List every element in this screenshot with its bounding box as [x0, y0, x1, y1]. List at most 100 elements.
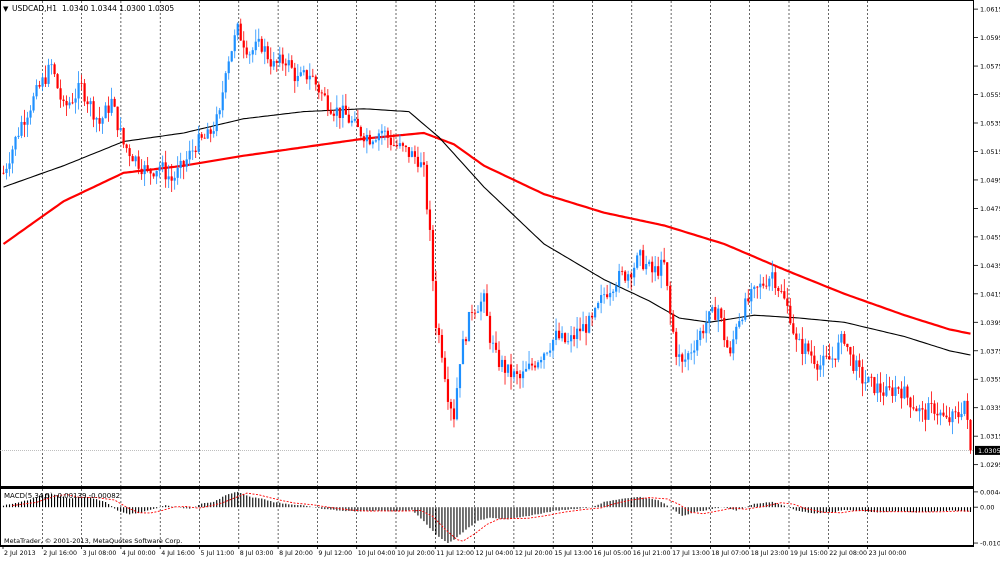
- candle-down: [954, 411, 957, 413]
- candle-up: [633, 267, 636, 278]
- candle-up: [302, 70, 305, 73]
- time-tick-label: 17 Jul 13:00: [672, 550, 710, 557]
- candle-down: [657, 266, 660, 276]
- candle-up: [615, 286, 618, 292]
- candle-up: [221, 92, 224, 111]
- time-tick-label: 19 Jul 15:00: [790, 550, 828, 557]
- price-tick-label: 1.0315: [980, 433, 1000, 441]
- candle-down: [777, 287, 780, 291]
- candle-down: [666, 262, 669, 286]
- candle-down: [80, 82, 83, 84]
- candle-down: [344, 105, 347, 115]
- time-tick-label: 5 Jul 11:00: [201, 550, 235, 557]
- candle-up: [551, 339, 555, 351]
- candle-up: [119, 128, 122, 131]
- candle-up: [191, 150, 194, 152]
- candle-down: [170, 176, 173, 181]
- candle-down: [62, 99, 65, 101]
- candle-down: [813, 355, 816, 365]
- candle-up: [575, 328, 579, 340]
- candle-up: [618, 270, 621, 287]
- candle-down: [329, 110, 332, 114]
- candle-up: [678, 354, 681, 357]
- candle-down: [891, 387, 894, 396]
- price-tick-label: 1.0415: [980, 290, 1000, 298]
- candle-down: [470, 311, 474, 313]
- candle-up: [542, 353, 546, 361]
- time-tick-label: 9 Jul 12:00: [318, 550, 352, 557]
- candle-down: [44, 77, 47, 84]
- candle-down: [858, 360, 861, 367]
- candle-up: [627, 274, 630, 281]
- candle-up: [173, 177, 176, 181]
- candle-down: [780, 290, 783, 292]
- candle-up: [335, 107, 338, 116]
- price-tick-label: 1.0555: [980, 91, 1000, 99]
- price-tick-label: 1.0435: [980, 262, 1000, 270]
- candle-down: [488, 315, 492, 343]
- candle-down: [915, 408, 918, 412]
- candle-up: [224, 73, 227, 93]
- candle-down: [182, 160, 185, 167]
- candle-down: [242, 40, 245, 48]
- time-tick-label: 11 Jul 12:00: [436, 550, 474, 557]
- candle-down: [128, 148, 131, 157]
- time-tick-label: 18 Jul 07:00: [711, 550, 749, 557]
- candle-down: [245, 47, 248, 55]
- candle-down: [816, 364, 819, 370]
- candle-up: [296, 75, 299, 82]
- candle-up: [383, 130, 386, 132]
- candle-up: [215, 114, 218, 132]
- candle-down: [2, 172, 5, 174]
- candle-up: [867, 376, 870, 383]
- candle-up: [687, 353, 690, 360]
- candle-down: [503, 359, 507, 373]
- title-arrow-icon[interactable]: ▼: [3, 5, 9, 13]
- candle-up: [479, 301, 483, 312]
- candle-up: [482, 293, 486, 302]
- candle-up: [569, 335, 573, 342]
- candle-up: [8, 163, 11, 169]
- time-tick-label: 12 Jul 04:00: [476, 550, 514, 557]
- time-tick-label: 2 Jul 16:00: [43, 550, 77, 557]
- candle-up: [374, 140, 377, 142]
- candle-up: [161, 162, 164, 167]
- candle-down: [392, 144, 396, 146]
- candle-up: [419, 162, 423, 167]
- candle-down: [810, 351, 813, 356]
- candle-up: [960, 413, 963, 418]
- candle-up: [903, 386, 906, 399]
- candle-up: [410, 151, 414, 157]
- candle-up: [461, 339, 465, 365]
- candle-down: [428, 209, 432, 230]
- candle-down: [497, 349, 501, 367]
- candle-up: [455, 388, 459, 420]
- candle-down: [59, 88, 62, 100]
- price-tick-label: 1.0395: [980, 319, 1000, 327]
- candle-up: [876, 383, 879, 394]
- candle-down: [792, 323, 795, 334]
- candle-down: [140, 168, 143, 175]
- price-axis: 1.0615 1.0595 1.0575 1.0555 1.0535 1.0515 1.04…: [974, 6, 1000, 548]
- candle-up: [5, 168, 8, 173]
- price-tick-label: 1.0495: [980, 176, 1000, 184]
- candle-up: [476, 311, 480, 313]
- candle-up: [639, 250, 642, 256]
- candle-up: [26, 117, 29, 125]
- candle-up: [512, 371, 516, 378]
- candle-up: [684, 359, 687, 362]
- time-tick-label: 3 Jul 08:00: [83, 550, 117, 557]
- candle-down: [912, 407, 915, 409]
- candle-up: [744, 298, 747, 320]
- candle-down: [368, 134, 371, 145]
- candle-up: [654, 266, 657, 273]
- candle-down: [849, 347, 852, 355]
- candle-down: [386, 130, 389, 138]
- macd-tick-label: -0.01043: [980, 540, 1000, 548]
- candle-down: [515, 371, 519, 374]
- macd-histogram: [2, 491, 972, 543]
- grid-lines: [0, 1, 974, 545]
- candle-down: [933, 403, 936, 414]
- candle-down: [452, 408, 456, 420]
- candle-down: [702, 330, 705, 334]
